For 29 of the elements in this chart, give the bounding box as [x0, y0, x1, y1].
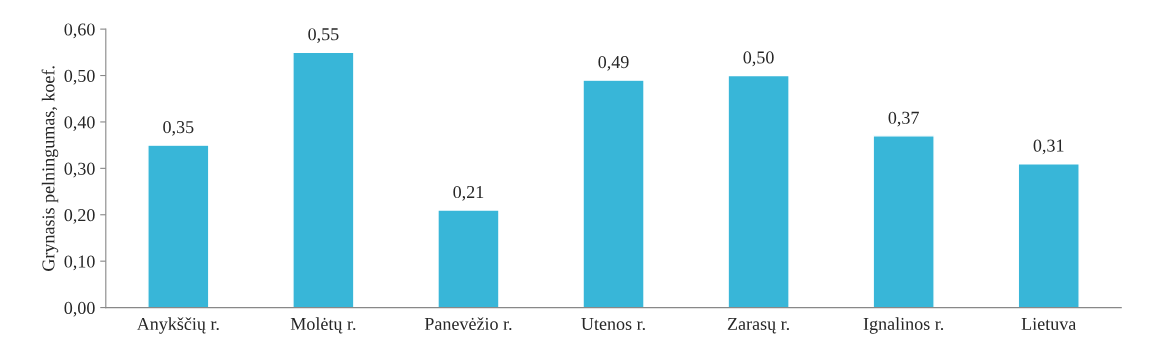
x-tick-label: Ignalinos r.: [863, 317, 944, 334]
bar: [872, 135, 935, 308]
x-tick-label: Lietuva: [1021, 317, 1077, 331]
data-label: 0,55: [308, 28, 339, 43]
x-tick-label: Panevėžio r.: [424, 317, 512, 331]
data-label: 0,31: [1033, 139, 1064, 155]
data-label: 0,37: [888, 111, 919, 127]
bar: [147, 144, 210, 308]
x-tick-label: Molėtų r.: [290, 317, 356, 334]
y-tick-label: 0,50: [64, 69, 95, 85]
y-axis-title: Grynasis pelningumas, koef.: [41, 66, 59, 271]
data-label: 0,35: [163, 120, 194, 136]
y-tick-label: 0,20: [64, 209, 95, 224]
bar: [437, 209, 500, 308]
y-tick-label: 0,00: [64, 301, 95, 317]
y-tick-label: 0,10: [64, 255, 95, 271]
x-tick-label: Zarasų r.: [727, 318, 789, 334]
bar: [292, 51, 355, 308]
bar: [727, 74, 790, 308]
y-tick-label: 0,30: [64, 162, 95, 178]
y-tick-label: 0,40: [64, 116, 95, 131]
x-tick-label: Anykščių r.: [136, 317, 219, 334]
y-tick-label: 0,60: [64, 23, 95, 39]
data-label: 0,49: [598, 55, 629, 71]
x-tick-label: Utenos r.: [581, 318, 645, 331]
bar: [582, 79, 645, 308]
bar: [1017, 163, 1080, 308]
data-label: 0,50: [743, 51, 774, 67]
data-label: 0,21: [453, 185, 484, 201]
